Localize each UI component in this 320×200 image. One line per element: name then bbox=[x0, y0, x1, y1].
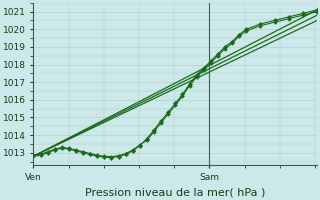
X-axis label: Pression niveau de la mer( hPa ): Pression niveau de la mer( hPa ) bbox=[85, 187, 266, 197]
